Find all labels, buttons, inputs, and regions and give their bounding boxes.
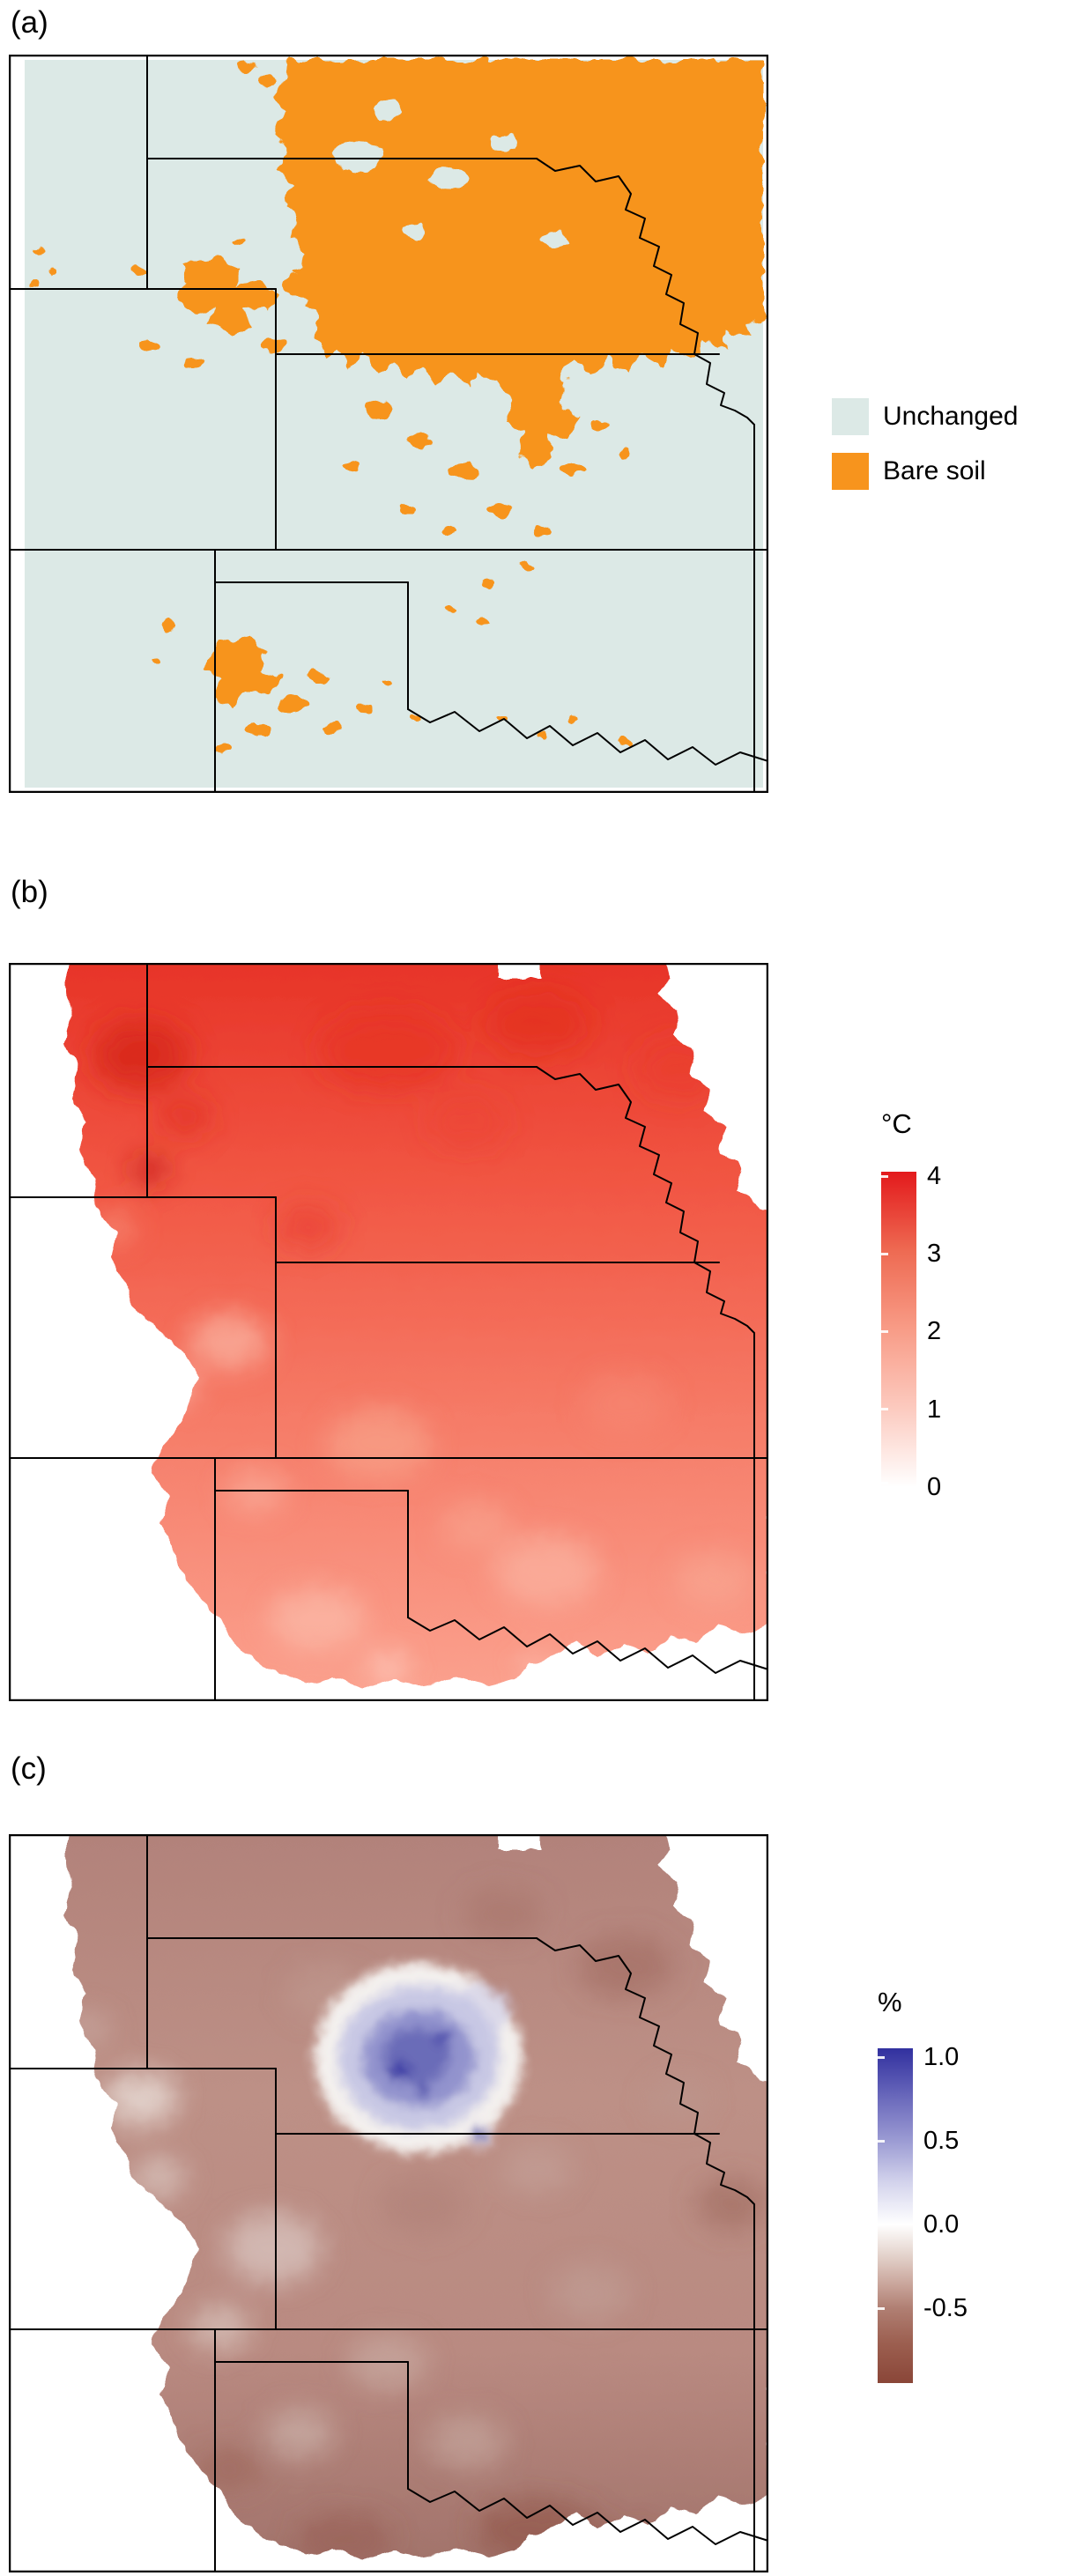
- panel-b-label: (b): [11, 875, 48, 909]
- colorbar-c-tick-1.0: 1.0: [923, 2043, 960, 2071]
- colorbar-c-tick-0.0: 0.0: [923, 2210, 960, 2239]
- colorbar-c-tick-0.5: 0.5: [923, 2127, 960, 2155]
- bare-soil-swatch: [832, 453, 869, 490]
- bare-soil-patches: [30, 60, 763, 754]
- colorbar-b-ticks: [881, 1175, 888, 1484]
- panel-c-label: (c): [11, 1751, 47, 1786]
- positive-anomaly-patch: [315, 1963, 523, 2153]
- unchanged-swatch-rect: [832, 398, 869, 435]
- panel-a-map: [9, 55, 768, 793]
- colorbar-b-tick-1: 1: [927, 1395, 942, 1424]
- colorbar-b-tick-4: 4: [927, 1162, 942, 1190]
- colorbar-c-gradient: [878, 2048, 913, 2383]
- temperature-surface: [63, 963, 768, 1689]
- colorbar-b-tick-2: 2: [927, 1317, 942, 1345]
- colorbar-b-gradient: [881, 1172, 916, 1487]
- colorbar-b-title: °C: [881, 1108, 912, 1139]
- colorbar-c-title: %: [878, 1987, 902, 2017]
- panel-a-legend: Unchanged Bare soil: [832, 398, 1018, 507]
- colorbar-c: [878, 2048, 913, 2383]
- map-c-frame: [9, 1834, 768, 2572]
- colorbar-c-ticks: [878, 2056, 885, 2310]
- colorbar-c-tick--0.5: -0.5: [923, 2294, 968, 2322]
- legend-item-unchanged: Unchanged: [832, 398, 1018, 435]
- unchanged-holes: [334, 100, 569, 248]
- legend-item-bare-soil: Bare soil: [832, 453, 1018, 490]
- colorbar-b-tick-3: 3: [927, 1240, 942, 1268]
- panel-a-label: (a): [11, 5, 48, 40]
- percent-change-surface: [63, 1834, 768, 2560]
- unchanged-swatch: [832, 398, 869, 435]
- colorbar-b: [881, 1172, 916, 1487]
- map-b-frame: [9, 963, 768, 1701]
- map-a-frame: [9, 55, 768, 793]
- panel-b-map: [9, 963, 768, 1701]
- bare-soil-label: Bare soil: [883, 456, 986, 485]
- bare-soil-swatch-rect: [832, 453, 869, 490]
- panel-c-map: [9, 1834, 768, 2572]
- colorbar-b-tick-0: 0: [927, 1473, 942, 1501]
- unchanged-label: Unchanged: [883, 402, 1019, 431]
